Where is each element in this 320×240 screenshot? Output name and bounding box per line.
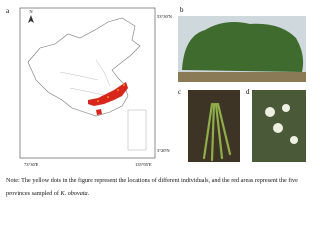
figure-page: a N 53°30'N 3°20'N 73°30'E 135°05'E b c … (6, 6, 306, 200)
lat-top: 53°30'N (157, 14, 173, 19)
propagules (202, 102, 232, 162)
south-sea-inset (127, 109, 147, 151)
species-name: K. obovata (60, 190, 88, 197)
note-text: Note: The yellow dots in the figure repr… (6, 177, 298, 197)
lon-right: 135°05'E (135, 162, 152, 167)
sample-dots (97, 84, 125, 102)
figure-note: Note: The yellow dots in the figure repr… (6, 174, 306, 200)
lat-bottom: 3°20'N (157, 148, 170, 153)
north-arrow (28, 15, 34, 23)
north-label: N (29, 9, 33, 14)
shrub (182, 22, 304, 72)
flowers (265, 104, 298, 144)
china-outline (27, 17, 141, 117)
panel-label: b (180, 6, 184, 14)
map-frame (19, 7, 156, 159)
ground (178, 72, 306, 82)
panel-label: d (246, 88, 250, 96)
note-text: . (87, 190, 90, 197)
sampled-provinces (88, 82, 128, 106)
figure: a N 53°30'N 3°20'N 73°30'E 135°05'E b c … (6, 6, 306, 167)
lon-left: 73°30'E (24, 162, 39, 167)
province-borders (59, 59, 111, 97)
sampled-island (96, 109, 102, 115)
panel-label: c (178, 88, 181, 96)
panel-label: a (6, 7, 10, 15)
